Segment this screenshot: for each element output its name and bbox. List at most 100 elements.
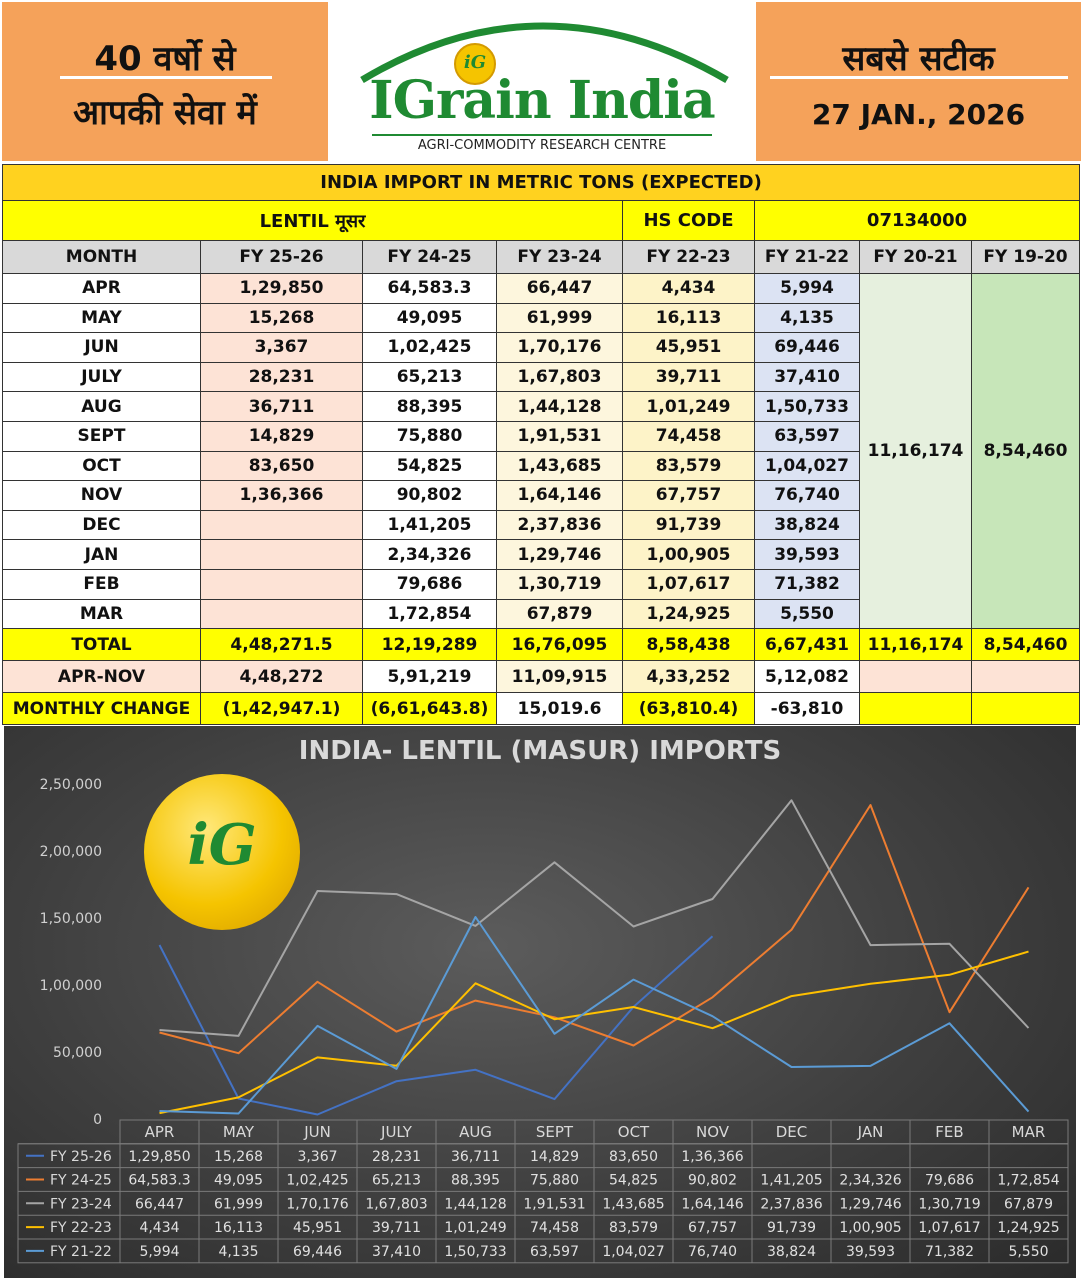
series-line-fy-21-22 bbox=[159, 916, 1030, 1115]
data-label: 1,64,146 bbox=[681, 1196, 743, 1212]
aprnov-fy24: 11,09,915 bbox=[496, 660, 623, 694]
value-cell-fy24: 1,67,803 bbox=[496, 361, 623, 393]
data-label: 1,00,905 bbox=[839, 1220, 901, 1236]
value-cell-fy23: 91,739 bbox=[622, 509, 755, 541]
value-cell-fy25: 1,72,854 bbox=[362, 598, 497, 630]
logo-badge-text: iG bbox=[463, 52, 487, 73]
data-label: 1,91,531 bbox=[523, 1196, 585, 1212]
value-cell-fy23: 67,757 bbox=[622, 480, 755, 511]
x-tick-label: DEC bbox=[776, 1123, 808, 1141]
total-fy20: 8,54,460 bbox=[970, 628, 1081, 662]
series-line-fy-22-23 bbox=[159, 950, 1029, 1115]
col-header-fy25: FY 24-25 bbox=[362, 240, 497, 274]
data-label: 15,268 bbox=[214, 1149, 263, 1165]
date-divider bbox=[770, 76, 1068, 79]
value-cell-fy22: 5,994 bbox=[754, 273, 860, 304]
legend-label: FY 25-26 bbox=[50, 1149, 112, 1165]
y-tick-label: 2,00,000 bbox=[40, 844, 102, 860]
data-label: 1,07,617 bbox=[918, 1220, 980, 1236]
value-cell-fy23: 74,458 bbox=[622, 420, 755, 452]
data-label: 1,29,850 bbox=[128, 1149, 190, 1165]
data-label: 49,095 bbox=[214, 1173, 263, 1189]
value-cell-fy24: 1,44,128 bbox=[496, 391, 623, 422]
data-label: 38,824 bbox=[767, 1244, 816, 1260]
value-cell-fy22: 76,740 bbox=[754, 480, 860, 511]
data-label: 67,879 bbox=[1004, 1196, 1053, 1212]
month-cell: SEPT bbox=[2, 420, 201, 452]
month-cell: JAN bbox=[2, 539, 201, 570]
x-tick-label: APR bbox=[145, 1123, 175, 1141]
x-tick-label: MAY bbox=[223, 1123, 255, 1141]
y-tick-label: 1,50,000 bbox=[40, 911, 102, 927]
month-cell: MAY bbox=[2, 302, 201, 334]
lentil-imports-chart: INDIA- LENTIL (MASUR) IMPORTS iG 0 50,000… bbox=[4, 726, 1076, 1278]
y-tick-label: 1,00,000 bbox=[40, 978, 102, 994]
value-cell-fy26: 14,829 bbox=[200, 420, 363, 452]
tagline-line2: आपकी सेवा में bbox=[73, 93, 257, 133]
tagline-divider bbox=[60, 76, 272, 79]
series-line-fy-24-25 bbox=[159, 804, 1030, 1055]
monthly-change-row: MONTHLY CHANGE (1,42,947.1) (6,61,643.8)… bbox=[2, 692, 1081, 726]
value-cell-fy24: 1,64,146 bbox=[496, 480, 623, 511]
value-cell-fy26: 83,650 bbox=[200, 450, 363, 482]
month-cell: JULY bbox=[2, 361, 201, 393]
value-cell-fy24: 67,879 bbox=[496, 598, 623, 630]
logo: iG IGrain India AGRI-COMMODITY RESEARCH … bbox=[332, 2, 752, 161]
series-line-fy-25-26 bbox=[158, 935, 714, 1116]
value-cell-fy25: 88,395 bbox=[362, 391, 497, 422]
aprnov-fy26: 4,48,272 bbox=[200, 660, 363, 694]
data-label: 66,447 bbox=[135, 1196, 184, 1212]
data-label: 1,67,803 bbox=[365, 1196, 427, 1212]
value-cell-fy24: 1,91,531 bbox=[496, 420, 623, 452]
x-tick-label: AUG bbox=[459, 1123, 492, 1141]
aprnov-fy21-empty bbox=[859, 660, 972, 694]
month-cell: AUG bbox=[2, 391, 201, 422]
value-cell-fy23: 1,01,249 bbox=[622, 391, 755, 422]
data-label: 36,711 bbox=[451, 1149, 500, 1165]
total-fy24: 16,76,095 bbox=[496, 628, 623, 662]
data-label: 39,593 bbox=[846, 1244, 895, 1260]
table-row: JAN 2,34,326 1,29,746 1,00,905 39,593 bbox=[2, 539, 1080, 570]
value-cell-fy25: 75,880 bbox=[362, 420, 497, 452]
y-tick-label: 2,50,000 bbox=[40, 777, 102, 793]
data-label: 65,213 bbox=[372, 1173, 421, 1189]
value-cell-fy25: 65,213 bbox=[362, 361, 497, 393]
accuracy-tagline: सबसे सटीक bbox=[842, 39, 995, 79]
y-tick-label: 50,000 bbox=[53, 1045, 102, 1061]
value-cell-fy25: 54,825 bbox=[362, 450, 497, 482]
data-label: 16,113 bbox=[214, 1220, 263, 1236]
x-tick-label: FEB bbox=[935, 1123, 963, 1141]
month-cell: APR bbox=[2, 273, 201, 304]
monthly-fy21-empty bbox=[859, 692, 972, 726]
data-label: 76,740 bbox=[688, 1244, 737, 1260]
data-label: 2,34,326 bbox=[839, 1173, 901, 1189]
data-label: 1,72,854 bbox=[997, 1173, 1059, 1189]
value-cell-fy25: 2,34,326 bbox=[362, 539, 497, 570]
value-cell-fy23: 16,113 bbox=[622, 302, 755, 334]
x-tick-label: JULY bbox=[380, 1123, 413, 1141]
ig-badge-text: iG bbox=[187, 812, 257, 878]
data-label: 1,29,746 bbox=[839, 1196, 901, 1212]
value-cell-fy25: 1,02,425 bbox=[362, 332, 497, 363]
aprnov-label: APR-NOV bbox=[2, 660, 201, 694]
y-tick-label: 0 bbox=[93, 1112, 102, 1128]
value-cell-fy26: 3,367 bbox=[200, 332, 363, 363]
value-cell-fy22: 37,410 bbox=[754, 361, 860, 393]
value-cell-fy23: 1,24,925 bbox=[622, 598, 755, 630]
value-cell-fy22: 1,50,733 bbox=[754, 391, 860, 422]
x-tick-label: OCT bbox=[618, 1123, 650, 1141]
data-label: 37,410 bbox=[372, 1244, 421, 1260]
value-cell-fy22: 39,593 bbox=[754, 539, 860, 570]
value-cell-fy24: 1,43,685 bbox=[496, 450, 623, 482]
x-tick-label: NOV bbox=[696, 1123, 730, 1141]
data-label: 1,30,719 bbox=[918, 1196, 980, 1212]
hs-code-value: 07134000 bbox=[753, 200, 1081, 241]
import-table: INDIA IMPORT IN METRIC TONS (EXPECTED) L… bbox=[1, 164, 1081, 726]
table-row: DEC 1,41,205 2,37,836 91,739 38,824 bbox=[2, 509, 1080, 541]
table-row: SEPT 14,829 75,880 1,91,531 74,458 63,597 bbox=[2, 420, 1080, 452]
value-cell-fy25: 1,41,205 bbox=[362, 509, 497, 541]
legend-label: FY 21-22 bbox=[50, 1244, 112, 1260]
data-label: 88,395 bbox=[451, 1173, 500, 1189]
total-row: TOTAL 4,48,271.5 12,19,289 16,76,095 8,5… bbox=[2, 628, 1081, 662]
value-cell-fy25: 49,095 bbox=[362, 302, 497, 334]
